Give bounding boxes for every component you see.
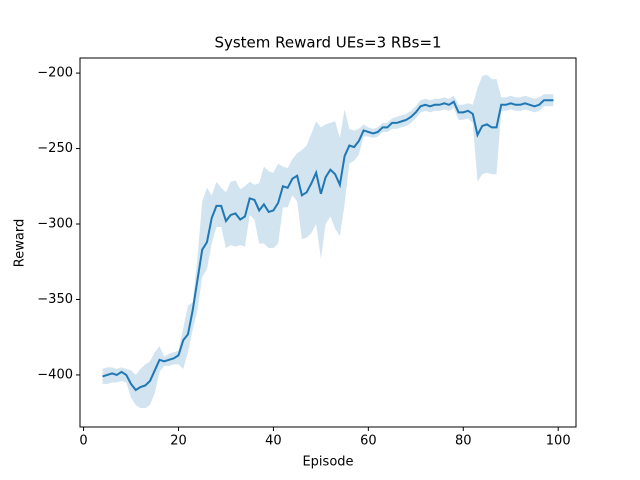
y-tick-label: −400 [37, 367, 73, 382]
y-axis-label: Reward [13, 219, 28, 267]
y-tick-label: −350 [37, 292, 73, 307]
x-tick-label: 0 [79, 434, 87, 449]
line [102, 99, 554, 392]
x-tick-label: 100 [546, 434, 571, 449]
x-tick-label: 60 [360, 434, 377, 449]
y-tick-label: −250 [37, 141, 73, 156]
x-tick-label: 40 [265, 434, 282, 449]
x-tick-label: 80 [455, 434, 472, 449]
confidence-band [102, 74, 554, 409]
chart-title: System Reward UEs=3 RBs=1 [214, 34, 441, 52]
y-tick-label: −300 [37, 217, 73, 232]
x-axis-label: Episode [302, 455, 353, 470]
x-tick-label: 20 [170, 434, 187, 449]
y-tick-label: −200 [37, 66, 73, 81]
plot-frame [79, 57, 577, 428]
